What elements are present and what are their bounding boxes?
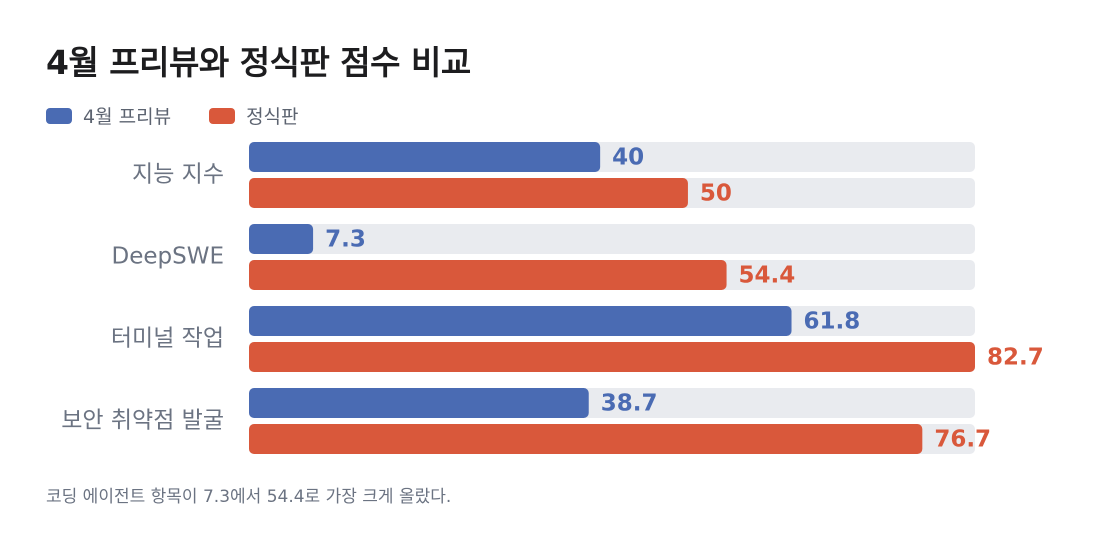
legend: 4월 프리뷰 정식판	[46, 102, 337, 129]
data-label: 50	[700, 181, 732, 207]
bar	[249, 388, 589, 418]
bar	[249, 306, 792, 336]
data-label: 82.7	[987, 345, 1044, 371]
data-label: 61.8	[804, 309, 861, 335]
category-label: 보안 취약점 발굴	[61, 408, 224, 434]
data-label: 40	[612, 145, 644, 171]
data-label: 76.7	[934, 427, 991, 453]
data-label: 7.3	[325, 227, 366, 253]
bar	[249, 142, 601, 172]
bar	[249, 260, 727, 290]
legend-label-preview: 4월 프리뷰	[83, 106, 172, 128]
data-label: 54.4	[739, 263, 796, 289]
legend-swatch-release	[209, 107, 236, 124]
bar	[249, 178, 688, 208]
bar-track	[249, 224, 975, 254]
bar	[249, 342, 975, 372]
category-label: 지능 지수	[132, 162, 224, 188]
legend-item-preview: 4월 프리뷰	[46, 102, 171, 129]
chart-title: 4월 프리뷰와 정식판 점수 비교	[46, 43, 471, 82]
category-label: DeepSWE	[112, 244, 224, 270]
footnote: 코딩 에이전트 항목이 7.3에서 54.4로 가장 크게 올랐다.	[46, 487, 452, 507]
bar	[249, 224, 314, 254]
data-label: 38.7	[601, 391, 658, 417]
legend-swatch-preview	[46, 107, 72, 124]
category-label: 터미널 작업	[111, 326, 224, 352]
bar	[249, 424, 923, 454]
legend-item-release: 정식판	[209, 102, 299, 129]
legend-label-release: 정식판	[246, 106, 299, 128]
